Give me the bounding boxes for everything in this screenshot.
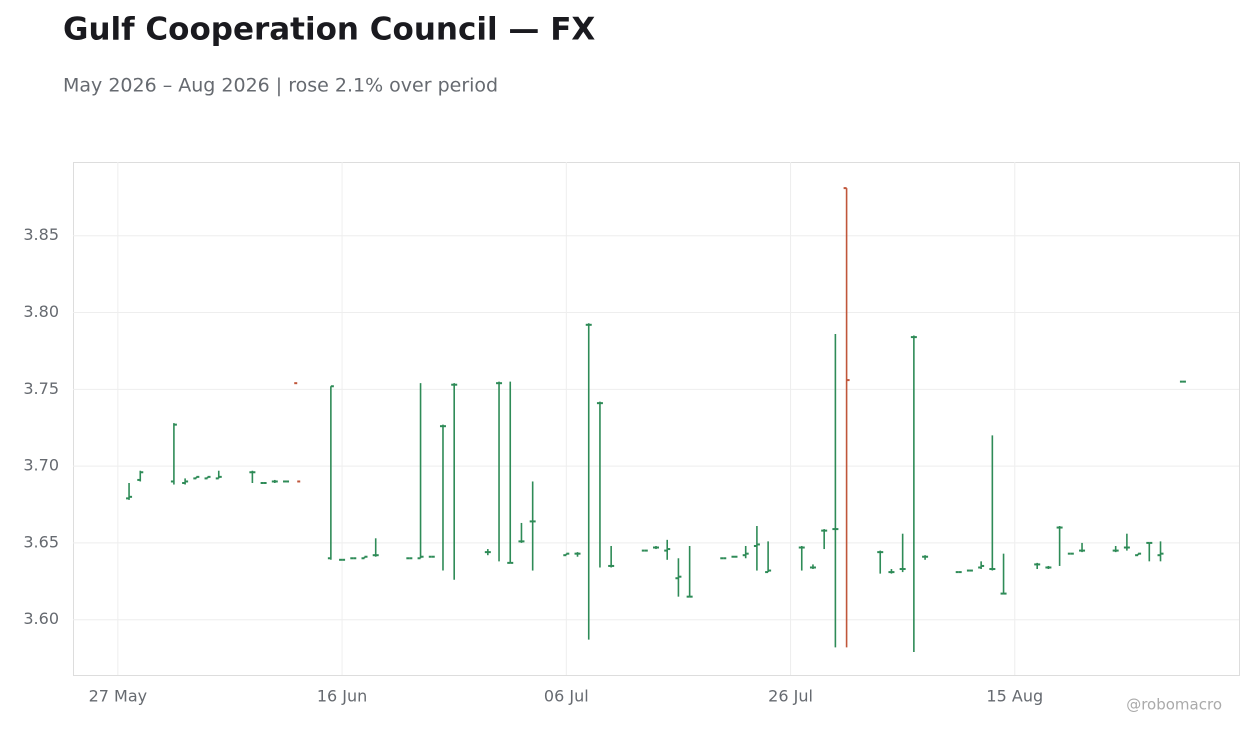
y-tick-label: 3.85: [23, 225, 59, 244]
y-tick-label: 3.75: [23, 379, 59, 398]
marks: [126, 187, 1186, 652]
y-tick-label: 3.65: [23, 532, 59, 551]
x-tick-label: 27 May: [89, 687, 148, 706]
grid: [73, 162, 1239, 675]
chart-title: Gulf Cooperation Council — FX: [63, 12, 595, 48]
x-tick-label: 15 Aug: [986, 687, 1043, 706]
chart-subtitle: May 2026 – Aug 2026 | rose 2.1% over per…: [63, 75, 498, 97]
credit: @robomacro: [1126, 696, 1222, 714]
y-tick-label: 3.70: [23, 456, 59, 475]
x-tick-label: 06 Jul: [544, 687, 589, 706]
x-tick-label: 26 Jul: [768, 687, 813, 706]
y-tick-label: 3.80: [23, 302, 59, 321]
plot-frame: [73, 162, 1240, 676]
x-tick-label: 16 Jun: [317, 687, 367, 706]
y-tick-label: 3.60: [23, 609, 59, 628]
